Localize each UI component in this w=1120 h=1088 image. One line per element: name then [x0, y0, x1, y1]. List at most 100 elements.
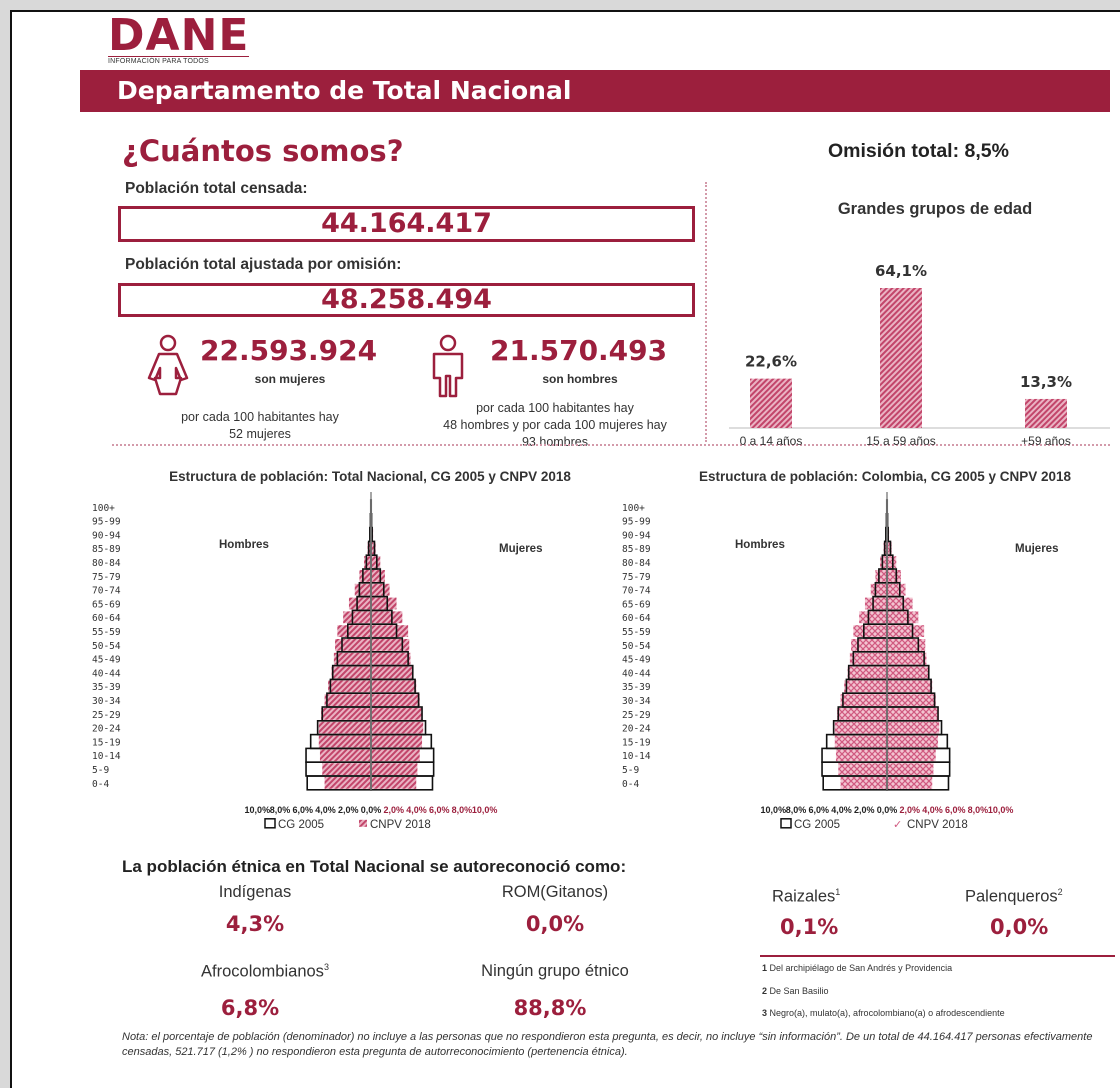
- pyr2-age-label: 25-29: [622, 710, 651, 721]
- men-ratio-line-2: 48 hombres y por cada 100 mujeres hay: [443, 418, 667, 432]
- main-heading: ¿Cuántos somos?: [122, 134, 404, 168]
- logo-tagline: INFORMACIÓN PARA TODOS: [108, 56, 250, 65]
- banner-title: Departamento de Total Nacional: [117, 76, 572, 105]
- pyr1-age-label: 50-54: [92, 641, 121, 652]
- pyr2-age-label: 70-74: [622, 586, 651, 597]
- pyr1-bar-2018-men: [343, 611, 371, 624]
- pyr2-bar-2018-men: [853, 625, 887, 637]
- pyr1-label-men: Hombres: [219, 539, 269, 551]
- pyr2-bar-2018-men: [834, 721, 887, 734]
- dane-logo: DANE INFORMACIÓN PARA TODOS: [108, 10, 250, 65]
- pyr2-bar-2018-women: [887, 694, 936, 706]
- pyr2-bar-2018-men: [864, 597, 887, 610]
- pyr1-age-label: 40-44: [92, 668, 121, 679]
- pyr2-age-label: 85-89: [622, 544, 651, 555]
- pyr2-bar-2018-women: [887, 556, 897, 568]
- pyr2-bar-2018-women: [887, 597, 913, 610]
- pyr1-legend-swatch-2005: [264, 818, 276, 829]
- pyr1-bar-2018-men: [321, 708, 371, 720]
- pyr1-label-women: Mujeres: [499, 543, 542, 555]
- women-ratio-line-1: por cada 100 habitantes hay: [181, 410, 339, 424]
- ethnic-name-raizales: Raizales1: [772, 887, 840, 907]
- age-bar-label-0: 22,6%: [745, 353, 797, 371]
- pyr1-bar-2018-women: [371, 652, 411, 665]
- pyr1-bar-2018-women: [371, 763, 418, 775]
- ethnic-heading: La población étnica en Total Nacional se…: [122, 857, 627, 876]
- pyr2-legend-swatch-2005: [780, 818, 792, 829]
- pyr2-x-tick: 8,0%: [968, 805, 989, 815]
- pyr2-age-label: 35-39: [622, 682, 651, 693]
- pyr1-x-tick: 4,0%: [406, 805, 427, 815]
- pyr1-age-label: 90-94: [92, 530, 121, 541]
- ethnic-name-palenqueros-text: Palenqueros: [965, 887, 1058, 906]
- logo-wordmark: DANE: [108, 10, 250, 61]
- pyr1-x-tick: 8,0%: [270, 805, 291, 815]
- footnote-2: 2 De San Basilio: [762, 986, 829, 996]
- pyr1-age-label: 55-59: [92, 627, 121, 638]
- pyr2-age-label: 5-9: [622, 765, 639, 776]
- pyr2-bar-2018-women: [887, 611, 919, 624]
- pyr1-x-tick: 10,0%: [245, 805, 271, 815]
- vertical-divider: [705, 182, 707, 442]
- pyr1-age-label: 0-4: [92, 779, 109, 790]
- pyr1-bar-2018-men: [331, 666, 371, 679]
- footnote-2-number: 2: [762, 986, 768, 996]
- pyramid-1-title: Estructura de población: Total Nacional,…: [169, 469, 571, 484]
- pyr1-age-label: 75-79: [92, 572, 121, 583]
- age-bar-0: [750, 378, 792, 428]
- men-value: 21.570.493: [490, 334, 668, 367]
- pyr1-bar-2018-men: [337, 625, 371, 637]
- pyr2-bar-2018-women: [887, 721, 940, 734]
- footnote-3: 3 Negro(a), mulato(a), afrocolombiano(a)…: [762, 1008, 1005, 1018]
- pyr1-bar-2018-men: [328, 680, 371, 693]
- adjusted-population-box: [118, 283, 695, 317]
- footnote-marker-1: 1: [835, 887, 841, 897]
- pyr1-x-tick: 6,0%: [429, 805, 450, 815]
- pyr2-x-tick: 10,0%: [988, 805, 1014, 815]
- footnote-3-number: 3: [762, 1008, 768, 1018]
- total-census-label: Población total censada:: [125, 180, 308, 197]
- report-page: [10, 10, 1120, 1088]
- ethnic-value-afro: 6,8%: [220, 996, 280, 1020]
- pyr2-bar-2018-women: [887, 749, 936, 762]
- age-bar-2: [1025, 398, 1067, 428]
- pyr2-legend-2005: CG 2005: [794, 819, 840, 831]
- pyr2-bar-2018-women: [887, 652, 927, 665]
- horizontal-divider: [112, 444, 1110, 446]
- pyr1-bar-2018-women: [371, 583, 390, 596]
- age-category-0: 0 a 14 años: [740, 434, 803, 448]
- pyr1-legend-2005: CG 2005: [278, 819, 324, 831]
- pyr2-bar-2018-men: [840, 777, 887, 789]
- pyr1-bar-2018-men: [324, 777, 371, 789]
- pyr2-age-label: 30-34: [622, 696, 651, 707]
- pyr1-bar-2018-men: [324, 694, 371, 706]
- pyr1-bar-2018-women: [371, 694, 420, 706]
- pyr2-age-label: 80-84: [622, 558, 651, 569]
- ethnic-value-palenqueros: 0,0%: [990, 915, 1049, 939]
- women-label: son mujeres: [254, 372, 326, 386]
- pyr1-x-tick: 4,0%: [315, 805, 336, 815]
- footnote-1-text: Del archipiélago de San Andrés y Provide…: [769, 963, 953, 973]
- pyr1-bar-2018-women: [371, 556, 381, 568]
- total-census-value: 44.164.417: [321, 208, 492, 239]
- pyr2-bar-2018-men: [847, 666, 887, 679]
- pyr1-legend-2018: CNPV 2018: [370, 819, 431, 831]
- pyr2-x-tick: 4,0%: [922, 805, 943, 815]
- pyr1-bar-2018-women: [371, 735, 423, 748]
- pyr2-bar-2018-women: [887, 583, 906, 596]
- adjusted-population-value: 48.258.494: [321, 284, 492, 315]
- woman-icon: [145, 334, 191, 401]
- pyr2-age-label: 0-4: [622, 779, 639, 790]
- women-value: 22.593.924: [200, 334, 378, 367]
- age-category-2: +59 años: [1021, 434, 1071, 448]
- pyr1-age-label: 70-74: [92, 586, 121, 597]
- pyr2-bar-2018-men: [859, 611, 887, 624]
- pyr1-bar-2018-men: [359, 570, 371, 582]
- pyr1-x-tick: 10,0%: [472, 805, 498, 815]
- footnote-marker-2: 2: [1057, 887, 1063, 897]
- pyr2-bar-2018-men: [835, 749, 887, 762]
- pyr2-age-label: 55-59: [622, 627, 651, 638]
- footnote-2-text: De San Basilio: [769, 986, 829, 996]
- pyr1-age-label: 60-64: [92, 613, 121, 624]
- pyr2-age-label: 20-24: [622, 724, 651, 735]
